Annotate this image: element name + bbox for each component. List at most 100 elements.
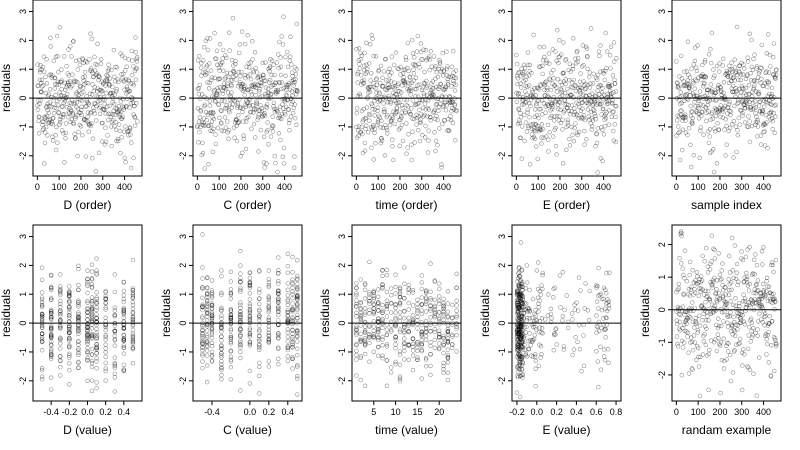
data-point (53, 54, 59, 59)
data-point (266, 280, 271, 285)
data-point (367, 290, 372, 295)
data-point (515, 329, 520, 335)
data-point (59, 86, 64, 92)
data-point (106, 111, 111, 116)
data-point (103, 350, 108, 355)
data-point (354, 352, 359, 358)
data-point (359, 108, 365, 114)
data-point (516, 358, 522, 363)
data-point (266, 340, 271, 345)
data-point (128, 126, 133, 131)
data-point (133, 66, 139, 72)
data-point (209, 326, 215, 332)
data-point (50, 116, 55, 121)
data-point (516, 356, 521, 361)
data-point (101, 106, 106, 112)
data-point (209, 290, 215, 295)
data-point (518, 332, 524, 337)
data-point (111, 47, 117, 53)
data-point (537, 126, 543, 131)
data-point (283, 54, 288, 60)
data-point (48, 339, 54, 344)
data-point (58, 288, 63, 293)
data-point (247, 308, 253, 313)
data-point (276, 345, 281, 350)
data-point (770, 300, 775, 306)
data-point (276, 255, 281, 260)
data-point (39, 277, 45, 282)
data-point (280, 154, 285, 160)
data-point (406, 307, 411, 312)
data-point (290, 345, 295, 350)
data-point (85, 345, 90, 351)
data-point (101, 80, 106, 86)
data-point (515, 328, 520, 333)
data-point (112, 79, 118, 84)
data-point (94, 342, 99, 347)
data-point (89, 352, 95, 357)
data-point (713, 90, 718, 95)
data-point (355, 80, 360, 85)
data-point (543, 79, 549, 84)
data-point (376, 301, 381, 306)
data-point (738, 72, 744, 77)
data-point (423, 333, 429, 339)
data-point (533, 358, 538, 363)
data-point (85, 355, 90, 361)
data-point (428, 343, 433, 349)
data-point (130, 345, 136, 350)
data-point (261, 75, 266, 81)
data-point (290, 318, 295, 323)
data-point (763, 122, 768, 127)
data-points (354, 32, 459, 170)
data-point (516, 324, 522, 329)
data-point (36, 131, 42, 136)
data-point (692, 290, 698, 295)
data-point (112, 323, 118, 328)
data-point (277, 113, 282, 119)
data-point (110, 90, 116, 96)
data-point (516, 265, 522, 270)
data-point (700, 62, 705, 68)
data-point (676, 124, 681, 129)
data-point (559, 52, 564, 57)
data-point (567, 143, 573, 148)
data-point (206, 110, 211, 116)
data-point (415, 321, 420, 327)
data-point (51, 58, 57, 64)
data-point (693, 281, 699, 286)
data-point (58, 304, 63, 310)
data-point (710, 310, 715, 315)
data-point (376, 300, 381, 305)
data-point (699, 304, 704, 309)
data-point (416, 101, 422, 106)
data-point (382, 94, 387, 99)
data-point (112, 363, 118, 369)
data-point (374, 76, 379, 81)
data-point (582, 98, 588, 103)
data-point (749, 123, 755, 129)
data-point (749, 37, 754, 43)
data-point (215, 77, 221, 82)
data-point (698, 74, 704, 79)
data-point (112, 371, 118, 376)
data-point (561, 110, 566, 115)
data-point (536, 115, 541, 121)
data-point (130, 339, 136, 344)
data-point (209, 358, 215, 363)
data-point (209, 295, 215, 300)
data-point (431, 86, 436, 91)
data-point (709, 233, 715, 238)
data-point (85, 321, 90, 326)
data-point (58, 346, 63, 351)
data-point (573, 121, 578, 126)
data-point (58, 354, 63, 359)
data-point (428, 289, 433, 294)
data-point (48, 285, 54, 291)
data-point (380, 282, 385, 288)
data-point (38, 89, 44, 95)
data-point (445, 360, 451, 365)
data-point (730, 332, 735, 337)
data-point (752, 300, 757, 305)
data-point (683, 115, 688, 120)
